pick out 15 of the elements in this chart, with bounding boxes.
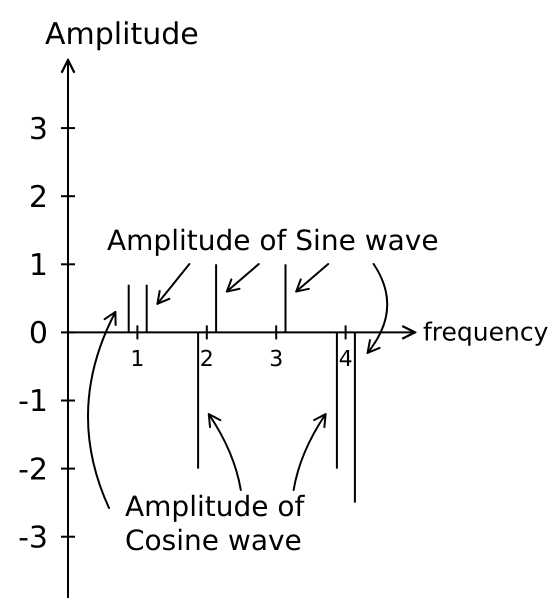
series-label: Amplitude of Cosine wave [125,490,306,557]
y-tick-label: -2 [18,452,48,488]
y-tick-label: 1 [28,248,48,283]
y-tick-label: -1 [18,384,48,420]
x-tick-label: 4 [338,347,353,372]
y-axis-title: Amplitude [45,17,199,52]
x-tick-label: 1 [130,347,144,372]
series-label: Amplitude of Sine wave [107,224,439,257]
x-tick-label: 2 [200,347,214,372]
y-tick-label: 0 [28,316,48,352]
x-axis-title: frequency [423,317,549,346]
y-tick-label: 2 [28,180,48,215]
y-tick-label: -3 [18,520,48,556]
y-tick-label: 3 [28,112,48,147]
x-tick-label: 3 [269,347,284,372]
